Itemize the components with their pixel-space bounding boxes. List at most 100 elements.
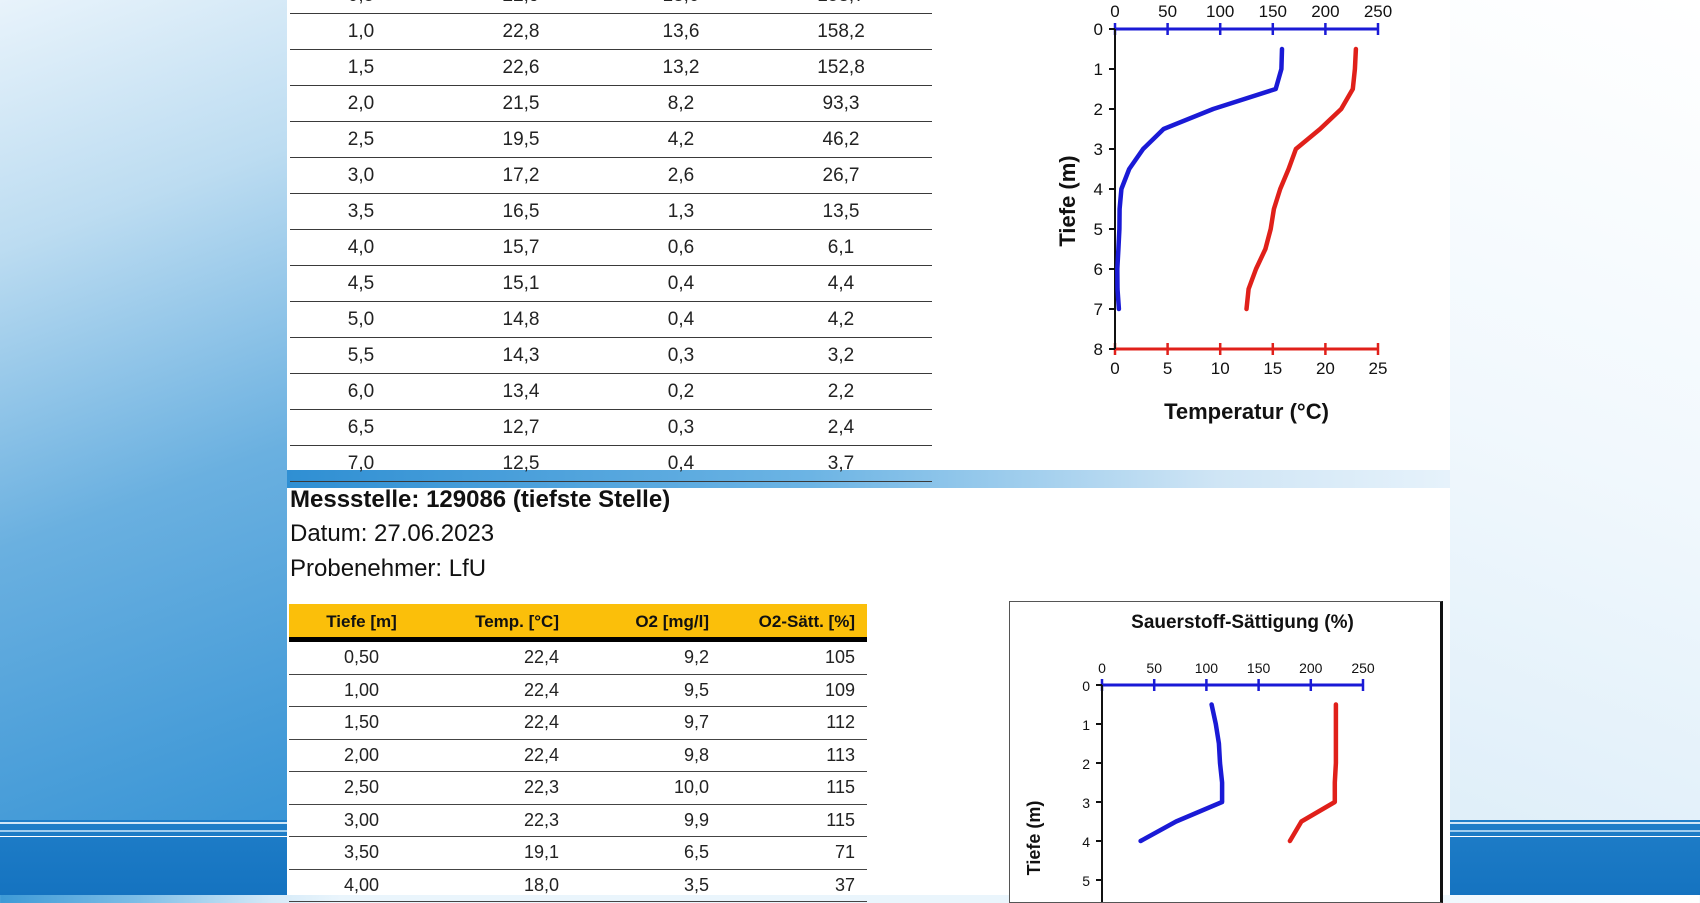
table-cell: 2,5 [347,129,375,150]
table-row: 3,00 22,3 9,9 115 [289,805,867,837]
table-cell: 3,2 [827,345,855,366]
y-axis-tick-label: 8 [1094,340,1103,359]
table-cell: 13,5 [822,201,860,222]
table-cell: 22,8 [502,21,540,42]
table-cell: 22,4 [523,679,559,700]
table-cell: 0,2 [667,381,695,402]
profile-table-top: 0,522,913,0158,71,022,813,6158,21,522,61… [290,0,932,482]
table-cell: 0,4 [667,453,695,474]
document-panel-top [287,0,1450,470]
table-cell: 9,5 [683,679,709,700]
temperature-line [1287,702,1339,844]
y-axis-tick-label: 1 [1082,717,1090,733]
table-cell: 6,1 [827,237,855,258]
table-cell: 158,2 [817,21,865,42]
y-axis-tick-label: 7 [1094,300,1103,319]
bottom-axis-tick-label: 0 [1110,359,1119,378]
table-cell: 8,2 [667,93,695,114]
table-cell: 4,4 [827,273,855,294]
table-cell: 14,8 [502,309,540,330]
y-axis-tick-label: 2 [1094,100,1103,119]
y-axis-tick-label: 4 [1094,180,1103,199]
table-row: 4,0 15,7 0,6 6,1 [290,230,932,266]
saturation-line [1138,702,1225,844]
table-cell: 0,50 [343,647,380,667]
table-row: 1,50 22,4 9,7 112 [289,707,867,740]
table-cell: 109 [824,679,855,700]
table-cell: 158,7 [781,0,901,7]
table-cell: 2,00 [343,744,380,765]
table-cell: 112 [826,712,855,732]
table-row: 2,5 19,5 4,2 46,2 [290,122,932,158]
table-cell: 0,5 [301,0,421,7]
table-row: 3,0 17,2 2,6 26,7 [290,158,932,194]
table-cell: 13,0 [621,0,741,7]
y-axis-title: Tiefe (m) [1024,801,1044,876]
table-row: 2,50 22,3 10,0 115 [289,772,867,805]
table-cell: 1,3 [667,201,695,222]
top-axis-tick-label: 200 [1311,2,1339,21]
table-cell: 4,2 [827,309,855,330]
top-axis-tick-label: 50 [1158,2,1177,21]
table-row: 6,5 12,7 0,3 2,4 [290,410,932,446]
table-cell: 93,3 [822,93,860,114]
background-right-gradient [1450,0,1700,895]
table-cell: 1,0 [347,21,375,42]
station-date: Datum: 27.06.2023 [290,520,495,547]
table-cell: 18,0 [523,874,559,895]
table-cell: 115 [826,777,855,797]
station-sampler: Probenehmer: LfU [290,555,487,582]
table-cell: 22,4 [523,712,559,732]
table-cell: 2,6 [667,165,695,186]
table-cell: 46,2 [822,129,860,150]
table-row: 1,0 22,8 13,6 158,2 [290,14,932,50]
top-axis-tick-label: 0 [1098,660,1106,676]
table-cell: 2,2 [827,381,855,402]
y-axis-tick-label: 3 [1082,795,1090,811]
table-cell: 9,8 [683,744,709,765]
table-row: 0,5 22,9 13,0 158,7 [290,0,932,14]
saturation-depth-chart: Sauerstoff-Sättigung (%) 0 50 100 150 200 250 0… [1024,612,1375,902]
table-row: 2,00 22,4 9,8 113 [289,740,867,772]
y-axis-tick-label: 0 [1082,678,1090,694]
station-title: Messstelle: 129086 (tiefste Stelle) [290,486,671,513]
table-cell: 15,7 [502,237,540,258]
chart-title: Sauerstoff-Sättigung (%) [1131,612,1354,633]
saturation-chart-frame: Sauerstoff-Sättigung (%) 0 50 100 150 200 250 0… [1009,601,1443,903]
table-cell: 3,7 [827,453,855,474]
table-cell: 4,2 [667,129,695,150]
top-axis-tick-label: 150 [1259,2,1287,21]
table-cell: 113 [826,744,855,765]
table-cell: 2,4 [827,417,855,438]
table-row: 3,50 19,1 6,5 71 [289,837,867,870]
table-row: 5,0 14,8 0,4 4,2 [290,302,932,338]
table-row: 2,0 21,5 8,2 93,3 [290,86,932,122]
table-cell: 22,6 [502,57,540,78]
table-cell: 1,50 [343,712,380,732]
y-axis-tick-label: 5 [1094,220,1103,239]
table-cell: 13,6 [662,21,700,42]
y-axis-tick-label: 2 [1082,756,1090,772]
table-row: 7,0 12,5 0,4 3,7 [290,446,932,482]
table-cell: 12,5 [502,453,540,474]
table-row: 1,00 22,4 9,5 109 [289,675,867,707]
table-cell: 22,3 [523,809,559,830]
y-axis-tick-label: 6 [1094,260,1103,279]
table-row: 0,50 22,4 9,2 105 [289,642,867,675]
panel-separator [287,470,1450,488]
bottom-axis-tick-label: 20 [1316,359,1335,378]
table-cell: 22,4 [523,647,559,667]
table-cell: 0,4 [667,309,695,330]
table-row: 1,5 22,6 13,2 152,8 [290,50,932,86]
table-row: 5,5 14,3 0,3 3,2 [290,338,932,374]
table-header-row: Tiefe [m] Temp. [°C] O2 [mg/l] O2-Sätt. … [289,604,867,642]
header-temp: Temp. [°C] [475,612,559,631]
bottom-axis-tick-label: 5 [1163,359,1172,378]
table-cell: 6,5 [683,842,709,862]
profile-table-bottom: Tiefe [m] Temp. [°C] O2 [mg/l] O2-Sätt. … [289,604,867,902]
top-axis-tick-label: 0 [1110,2,1119,21]
y-axis-title: Tiefe (m) [1055,155,1080,246]
table-cell: 26,7 [822,165,860,186]
table-cell: 4,00 [343,874,380,895]
